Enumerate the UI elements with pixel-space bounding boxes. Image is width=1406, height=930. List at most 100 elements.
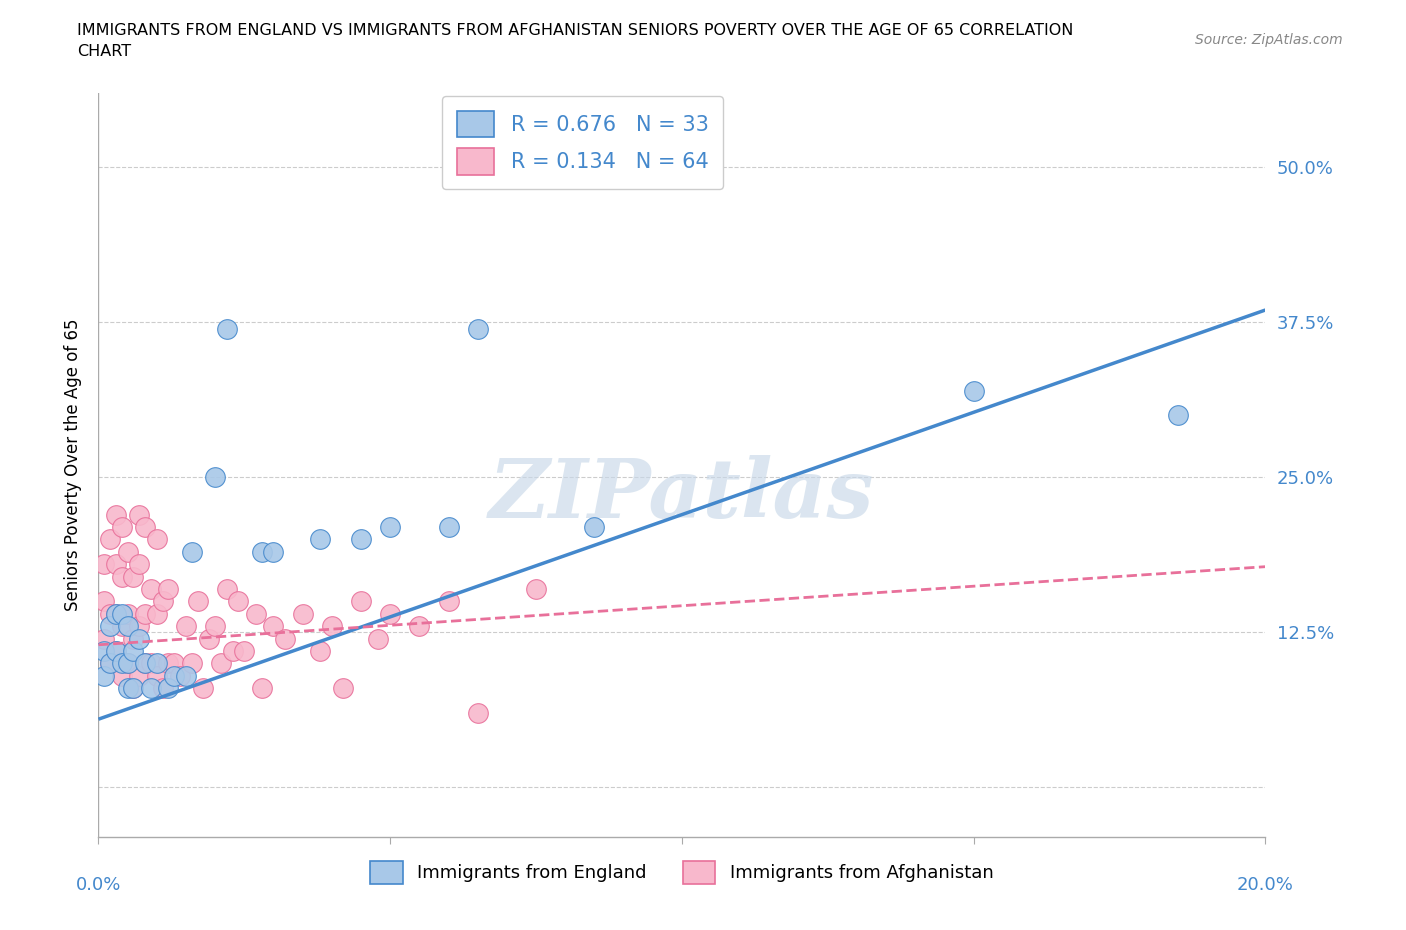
Point <box>524 581 547 596</box>
Point <box>380 606 402 621</box>
Point <box>174 669 197 684</box>
Text: IMMIGRANTS FROM ENGLAND VS IMMIGRANTS FROM AFGHANISTAN SENIORS POVERTY OVER THE : IMMIGRANTS FROM ENGLAND VS IMMIGRANTS FR… <box>77 23 1074 38</box>
Point <box>193 681 215 696</box>
Point <box>134 656 156 671</box>
Point <box>233 644 256 658</box>
Point <box>128 507 150 522</box>
Point <box>122 644 145 658</box>
Point <box>274 631 297 646</box>
Point <box>291 606 314 621</box>
Point <box>962 383 984 398</box>
Point <box>139 656 162 671</box>
Point <box>467 706 489 721</box>
Point <box>104 644 127 658</box>
Point <box>1167 408 1189 423</box>
Point <box>104 606 127 621</box>
Point <box>104 507 127 522</box>
Point <box>204 470 226 485</box>
Point <box>93 557 115 572</box>
Point <box>93 669 115 684</box>
Point <box>152 594 174 609</box>
Point <box>583 520 606 535</box>
Point <box>221 644 243 658</box>
Point <box>104 557 127 572</box>
Point <box>117 656 139 671</box>
Point <box>350 594 373 609</box>
Y-axis label: Seniors Poverty Over the Age of 65: Seniors Poverty Over the Age of 65 <box>63 319 82 611</box>
Point <box>262 618 284 633</box>
Point <box>180 656 202 671</box>
Point <box>157 581 180 596</box>
Point <box>139 581 162 596</box>
Point <box>408 618 430 633</box>
Point <box>215 581 238 596</box>
Point <box>104 644 127 658</box>
Point <box>332 681 354 696</box>
Point <box>128 618 150 633</box>
Point <box>111 669 134 684</box>
Point <box>250 544 273 559</box>
Point <box>122 631 145 646</box>
Point <box>198 631 221 646</box>
Text: 20.0%: 20.0% <box>1237 876 1294 894</box>
Point <box>117 544 139 559</box>
Point <box>93 631 115 646</box>
Point <box>111 618 134 633</box>
Point <box>117 681 139 696</box>
Point <box>321 618 343 633</box>
Point <box>209 656 232 671</box>
Point <box>169 669 191 684</box>
Point <box>117 606 139 621</box>
Point <box>163 669 186 684</box>
Point <box>437 594 460 609</box>
Point <box>134 520 156 535</box>
Point <box>204 618 226 633</box>
Point <box>245 606 267 621</box>
Point <box>117 618 139 633</box>
Point <box>146 669 169 684</box>
Point <box>146 532 169 547</box>
Point <box>122 569 145 584</box>
Point <box>380 520 402 535</box>
Point <box>104 606 127 621</box>
Point <box>98 606 121 621</box>
Point <box>467 321 489 336</box>
Point <box>98 618 121 633</box>
Point <box>350 532 373 547</box>
Point <box>98 532 121 547</box>
Point <box>309 532 332 547</box>
Point <box>93 594 115 609</box>
Point <box>174 618 197 633</box>
Point <box>187 594 209 609</box>
Point <box>117 656 139 671</box>
Point <box>437 520 460 535</box>
Text: CHART: CHART <box>77 44 131 59</box>
Point <box>122 681 145 696</box>
Point <box>134 606 156 621</box>
Text: 0.0%: 0.0% <box>76 876 121 894</box>
Point <box>152 681 174 696</box>
Point <box>180 544 202 559</box>
Point <box>250 681 273 696</box>
Point <box>111 569 134 584</box>
Point <box>163 656 186 671</box>
Point <box>98 656 121 671</box>
Point <box>139 681 162 696</box>
Legend: Immigrants from England, Immigrants from Afghanistan: Immigrants from England, Immigrants from… <box>363 854 1001 891</box>
Point <box>367 631 389 646</box>
Text: ZIPatlas: ZIPatlas <box>489 455 875 535</box>
Point <box>122 681 145 696</box>
Point <box>309 644 332 658</box>
Point <box>111 656 134 671</box>
Point <box>128 669 150 684</box>
Point <box>98 656 121 671</box>
Point <box>93 644 115 658</box>
Point <box>157 656 180 671</box>
Point <box>146 606 169 621</box>
Point <box>262 544 284 559</box>
Point <box>228 594 250 609</box>
Point <box>134 656 156 671</box>
Point <box>128 631 150 646</box>
Point <box>111 520 134 535</box>
Point <box>157 681 180 696</box>
